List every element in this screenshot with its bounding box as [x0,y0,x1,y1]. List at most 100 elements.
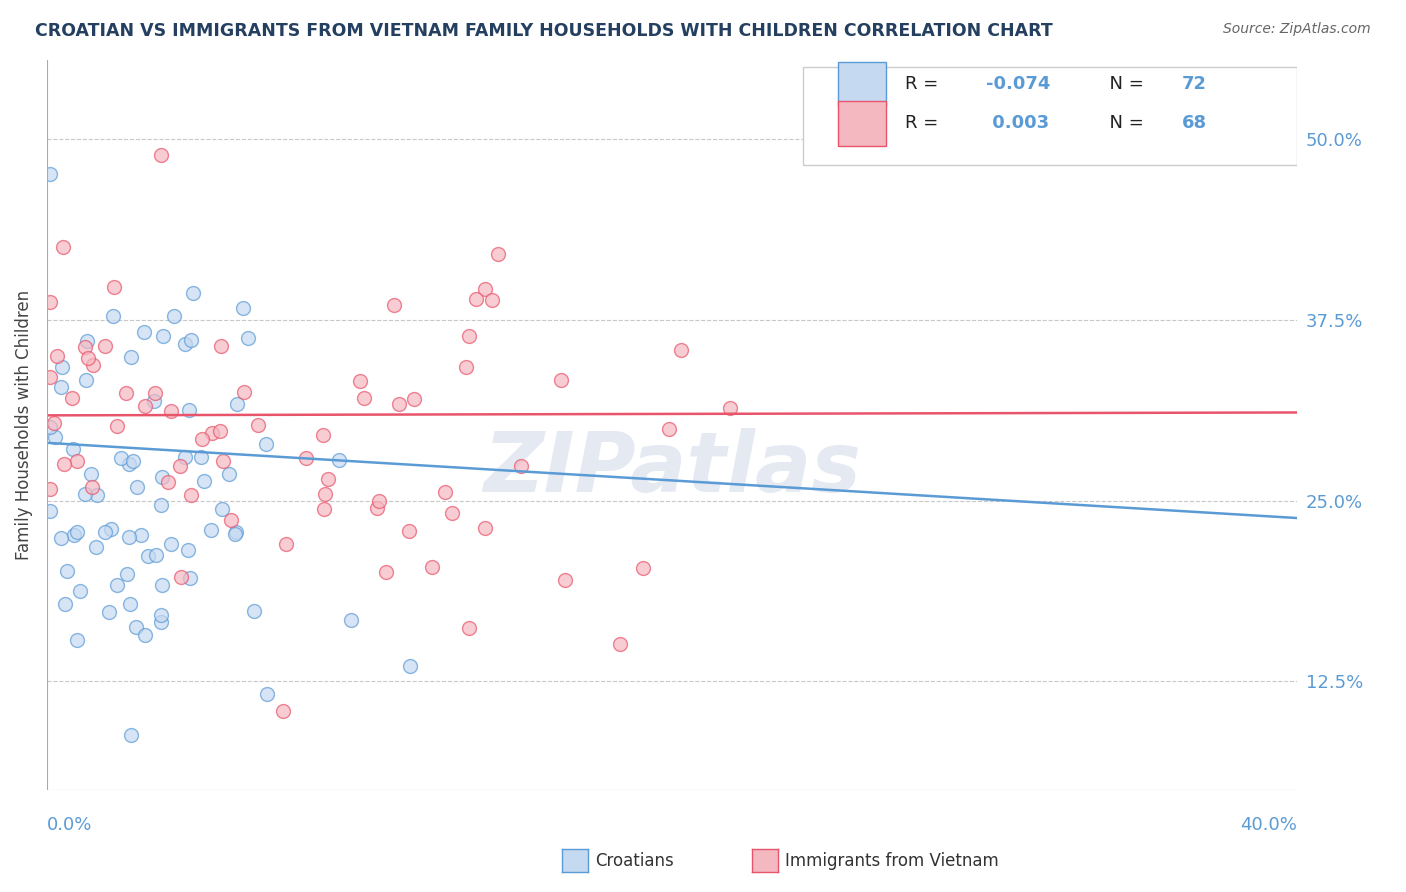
Text: 40.0%: 40.0% [1240,816,1298,834]
Point [238,331,260,345]
Point [550,373,572,387]
Point [69,584,91,599]
Point [208,425,231,439]
Point [129,528,152,542]
Point [142,394,165,409]
Point [65,454,87,468]
Point [62,528,84,542]
Point [103,280,125,294]
Point [554,573,576,587]
Point [149,615,172,630]
Point [382,297,405,311]
Point [82,480,104,494]
Point [179,571,201,585]
Point [53,598,76,612]
Point [56,565,79,579]
Point [149,498,172,512]
Point [177,543,200,558]
Y-axis label: Family Households with Children: Family Households with Children [15,290,32,560]
Text: 0.003: 0.003 [986,114,1049,132]
Point [60,391,83,405]
Point [209,339,232,353]
Point [247,418,270,433]
FancyBboxPatch shape [838,62,886,106]
Point [132,325,155,339]
Point [118,597,141,611]
Point [474,521,496,535]
Text: N =: N = [1098,75,1150,93]
Text: 0.0%: 0.0% [46,816,93,834]
Text: ZIPatlas: ZIPatlas [484,428,860,509]
Point [134,399,156,413]
Point [98,605,121,619]
Point [669,343,692,357]
Point [73,340,96,354]
Point [454,359,477,374]
Point [39,369,62,384]
Text: N =: N = [1098,114,1150,132]
Point [39,295,62,310]
Point [39,504,62,518]
Point [145,548,167,562]
Point [180,333,202,347]
Point [115,567,138,582]
Point [328,453,350,467]
Point [349,374,371,388]
Point [156,475,179,490]
Point [76,351,98,365]
Point [150,578,173,592]
Point [125,620,148,634]
Point [254,437,277,451]
Point [211,502,233,516]
Point [404,392,426,406]
Point [441,506,464,520]
Point [73,487,96,501]
Point [368,494,391,508]
Point [44,430,66,444]
Point [224,526,246,541]
Point [256,687,278,701]
Point [163,309,186,323]
Point [51,360,73,375]
Point [233,384,256,399]
Point [52,458,75,472]
Point [86,488,108,502]
Point [388,397,411,411]
Point [174,450,197,464]
Point [101,310,124,324]
Point [658,422,681,436]
FancyBboxPatch shape [803,67,1298,166]
Point [174,337,197,351]
Point [150,607,173,622]
Point [718,401,741,415]
Point [110,450,132,465]
Point [159,537,181,551]
Text: 68: 68 [1182,114,1208,132]
Point [340,613,363,627]
Point [120,351,142,365]
Point [170,570,193,584]
Point [420,559,443,574]
Point [312,428,335,442]
Point [434,484,457,499]
Point [134,628,156,642]
Point [62,442,84,457]
Point [190,450,212,464]
Point [225,525,247,540]
Point [143,386,166,401]
Point [295,450,318,465]
Point [39,167,62,181]
Text: R =: R = [904,114,943,132]
Point [118,530,141,544]
Point [609,638,631,652]
Point [226,397,249,411]
Point [212,454,235,468]
Point [631,560,654,574]
Point [100,522,122,536]
Point [276,536,298,550]
Point [457,622,479,636]
Text: Source: ZipAtlas.com: Source: ZipAtlas.com [1223,22,1371,37]
Point [105,578,128,592]
Point [464,292,486,306]
Point [121,454,143,468]
